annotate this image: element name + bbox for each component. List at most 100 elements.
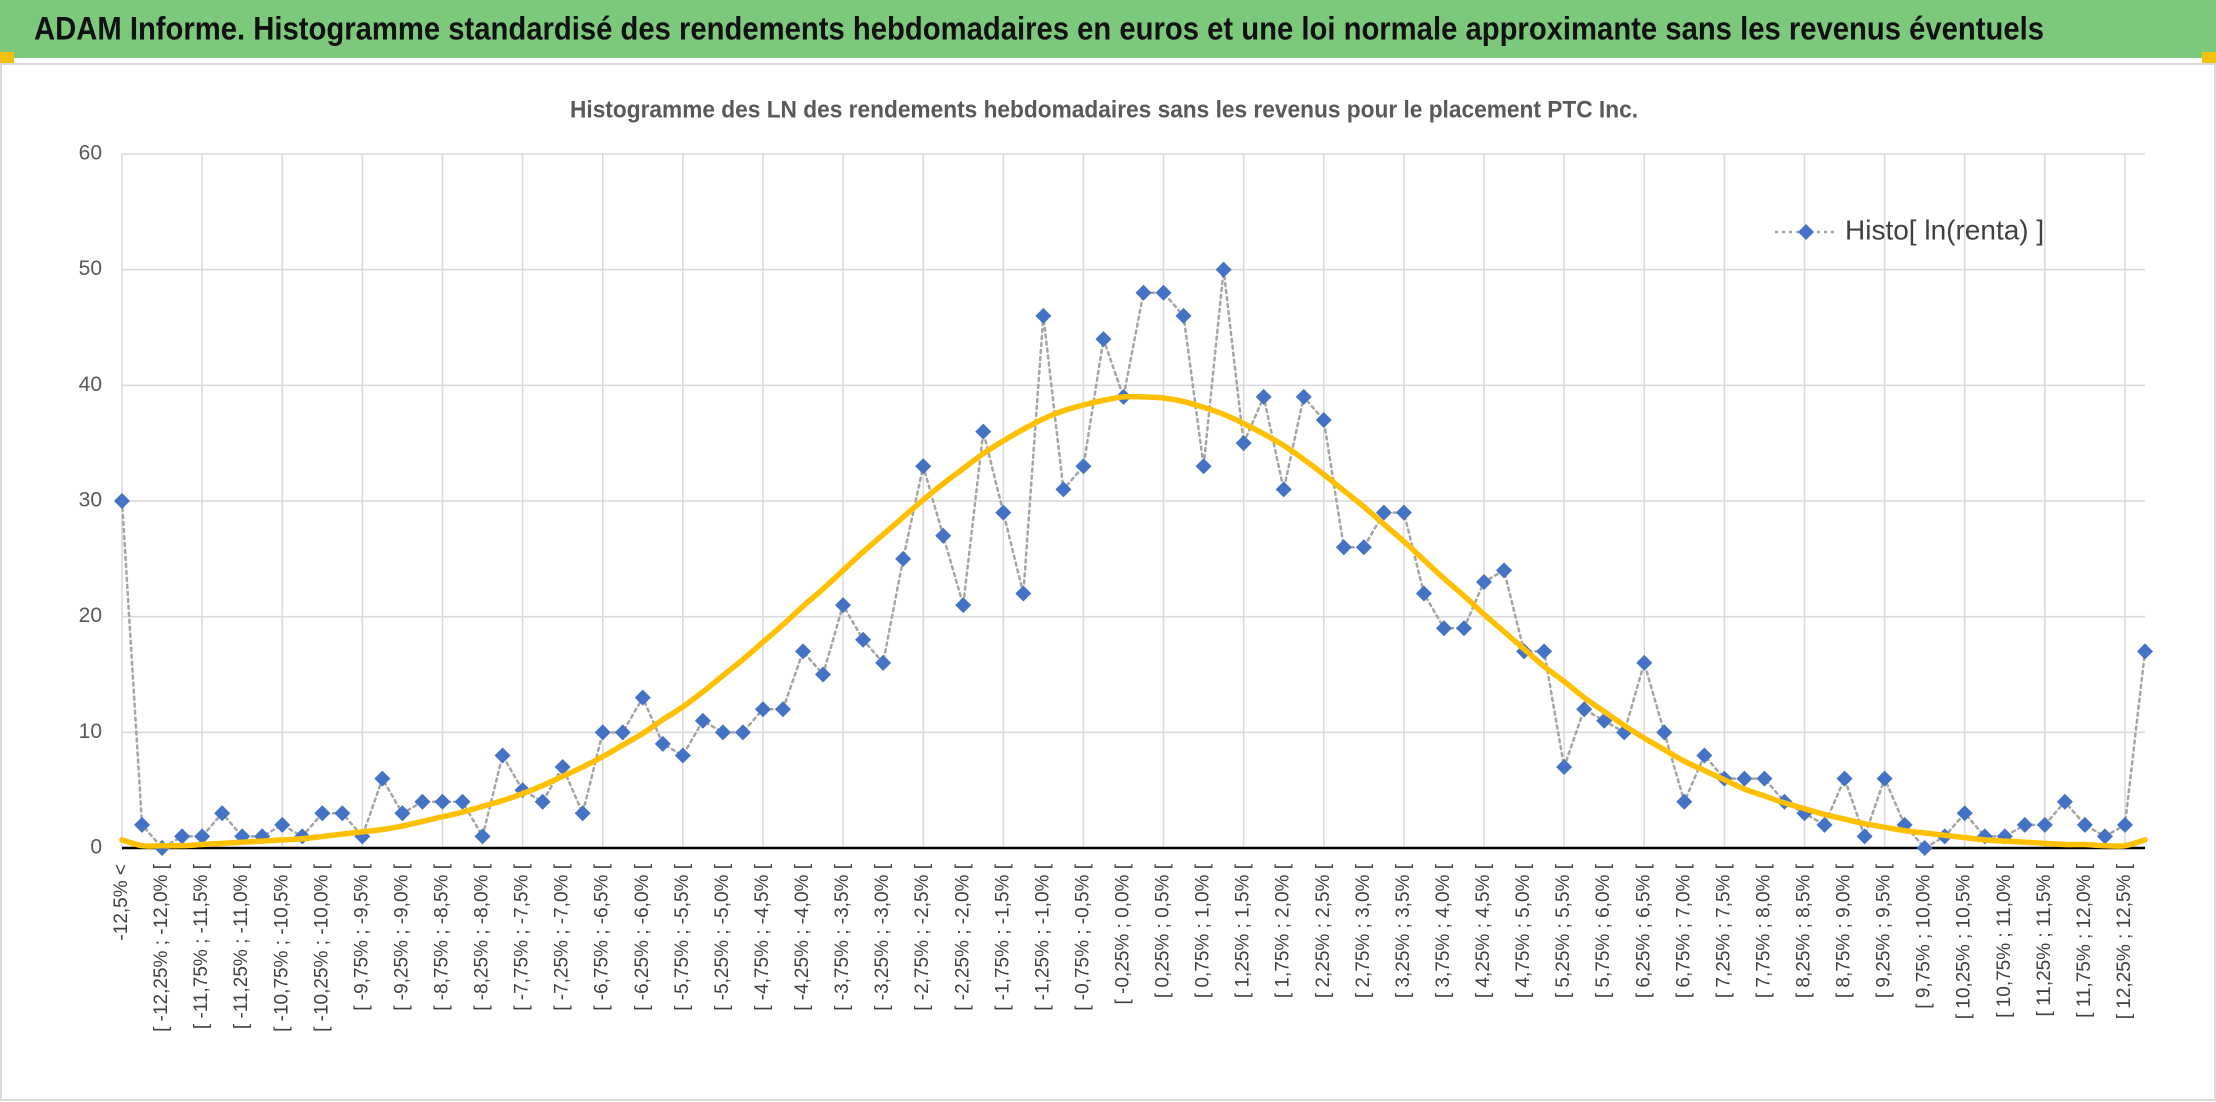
marker xyxy=(674,747,691,764)
marker xyxy=(795,643,812,660)
header-accent xyxy=(0,52,14,64)
x-tick-label: [ 12,25% ; 12,5% [ xyxy=(2114,863,2135,1019)
x-tick-label: [ -6,75% ; -6,5% [ xyxy=(592,863,613,1011)
x-tick-label: [ 0,75% ; 1,0% [ xyxy=(1193,863,1214,998)
marker xyxy=(314,805,331,822)
curve xyxy=(119,393,2148,849)
y-tick-label: 40 xyxy=(79,373,102,396)
marker xyxy=(2137,643,2153,660)
marker xyxy=(214,805,231,822)
x-tick-label: [ -3,75% ; -3,5% [ xyxy=(832,863,853,1011)
header-bar xyxy=(0,0,2216,58)
marker xyxy=(494,747,511,764)
page-title: ADAM Informe. Histogramme standardisé de… xyxy=(34,10,2044,46)
x-tick-label: [ 9,75% ; 10,0% [ xyxy=(1914,863,1935,1008)
marker xyxy=(1656,724,1673,741)
marker xyxy=(1315,412,1332,429)
x-tick-label: [ -4,25% ; -4,0% [ xyxy=(792,863,813,1011)
x-tick-label: [ 3,75% ; 4,0% [ xyxy=(1433,863,1454,998)
x-tick-label: [ 2,25% ; 2,5% [ xyxy=(1313,863,1334,998)
marker xyxy=(1355,539,1372,556)
marker xyxy=(1916,840,1933,856)
marker xyxy=(855,631,872,648)
marker xyxy=(1175,307,1192,324)
marker xyxy=(594,724,611,741)
marker xyxy=(1375,504,1392,521)
x-tick-label: [ -2,75% ; -2,5% [ xyxy=(912,863,933,1011)
marker xyxy=(1455,620,1472,637)
marker xyxy=(1295,388,1312,405)
marker xyxy=(975,423,992,440)
x-tick-label: [ 7,75% ; 8,0% [ xyxy=(1753,863,1774,998)
x-tick-label: [ -1,25% ; -1,0% [ xyxy=(1032,863,1053,1011)
marker xyxy=(394,805,411,822)
marker xyxy=(1135,284,1152,301)
marker xyxy=(915,458,932,475)
x-tick-label: [ 10,25% ; 10,5% [ xyxy=(1954,863,1975,1019)
x-tick-label: [ 4,75% ; 5,0% [ xyxy=(1513,863,1534,998)
x-tick-label: [ -3,25% ; -3,0% [ xyxy=(872,863,893,1011)
marker xyxy=(935,527,952,544)
marker xyxy=(1476,573,1493,590)
marker xyxy=(2056,793,2073,810)
x-tick-label: [ 3,25% ; 3,5% [ xyxy=(1393,863,1414,998)
marker xyxy=(1235,435,1252,452)
marker xyxy=(1736,770,1753,787)
marker xyxy=(134,816,151,833)
x-tick-label: [ -7,25% ; -7,0% [ xyxy=(552,863,573,1011)
x-tick-label: [ 10,75% ; 11,0% [ xyxy=(1994,863,2015,1018)
x-tick-label: [ 11,25% ; 11,5% [ xyxy=(2034,863,2055,1016)
x-tick-label: [ 6,25% ; 6,5% [ xyxy=(1633,863,1654,998)
marker xyxy=(1536,643,1553,660)
marker xyxy=(995,504,1012,521)
marker xyxy=(955,597,972,614)
marker xyxy=(374,770,391,787)
marker xyxy=(1015,585,1032,602)
marker xyxy=(1496,562,1513,579)
marker xyxy=(194,828,211,845)
marker xyxy=(1696,747,1713,764)
x-tick-label: [ -10,25% ; -10,0% [ xyxy=(311,863,332,1032)
x-tick-label: [ 8,75% ; 9,0% [ xyxy=(1834,863,1855,998)
marker xyxy=(1275,481,1292,498)
marker xyxy=(1756,770,1773,787)
marker xyxy=(1856,828,1873,845)
x-tick-label: [ -12,25% ; -12,0% [ xyxy=(151,863,172,1032)
marker xyxy=(1576,701,1593,718)
x-tick-label: [ 1,25% ; 1,5% [ xyxy=(1233,863,1254,998)
x-tick-label: [ 4,25% ; 4,5% [ xyxy=(1473,863,1494,998)
marker xyxy=(714,724,731,741)
x-tick-label: -12,5% < xyxy=(111,864,132,941)
x-tick-label: [ 7,25% ; 7,5% [ xyxy=(1713,863,1734,998)
marker xyxy=(1636,654,1653,671)
x-tick-label: [ -11,75% ; -11,5% [ xyxy=(191,863,212,1029)
chart-frame xyxy=(0,63,2216,1101)
x-tick-label: [ -0,25% ; 0,0% [ xyxy=(1113,863,1134,1004)
legend-marker xyxy=(1798,224,1814,240)
y-tick-label: 30 xyxy=(79,489,102,512)
x-tick-label: [ -6,25% ; -6,0% [ xyxy=(632,863,653,1011)
marker xyxy=(414,793,431,810)
marker xyxy=(2116,816,2133,833)
x-tick-label: [ 5,75% ; 6,0% [ xyxy=(1593,863,1614,998)
marker xyxy=(1035,307,1052,324)
marker xyxy=(1155,284,1172,301)
marker xyxy=(614,724,631,741)
marker xyxy=(1055,481,1072,498)
marker xyxy=(1075,458,1092,475)
marker xyxy=(895,550,912,567)
marker xyxy=(2076,816,2093,833)
x-tick-label: [ -5,75% ; -5,5% [ xyxy=(672,863,693,1011)
marker xyxy=(815,666,832,683)
x-tick-label: [ 0,25% ; 0,5% [ xyxy=(1153,863,1174,998)
x-tick-label: [ -8,25% ; -8,0% [ xyxy=(472,863,493,1011)
marker xyxy=(1415,585,1432,602)
marker xyxy=(1816,816,1833,833)
x-tick-label: [ 5,25% ; 5,5% [ xyxy=(1553,863,1574,998)
header-accent xyxy=(2202,52,2216,64)
marker xyxy=(434,793,451,810)
marker xyxy=(634,689,651,706)
x-tick-label: [ -5,25% ; -5,0% [ xyxy=(712,863,733,1011)
